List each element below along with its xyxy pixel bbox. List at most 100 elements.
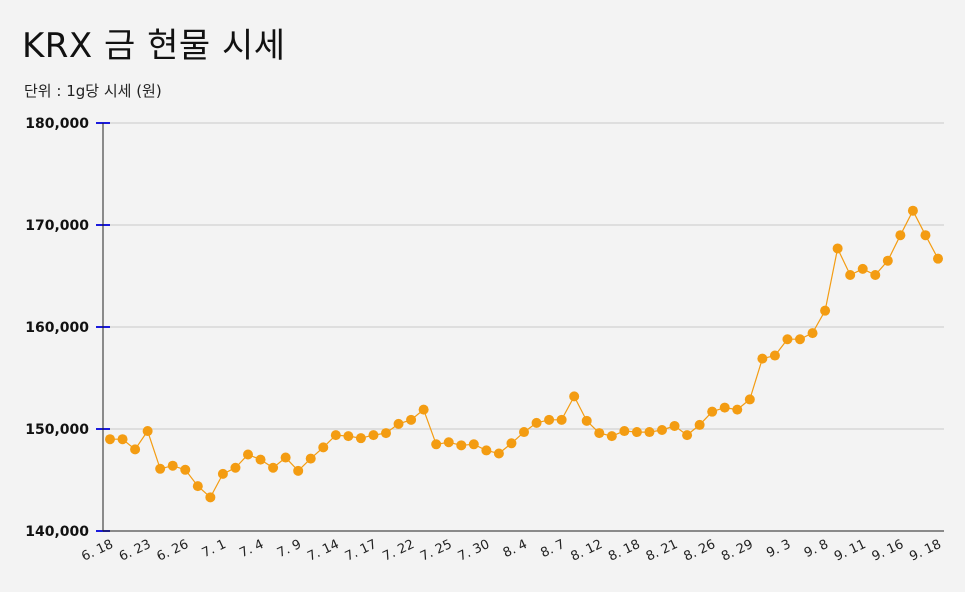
data-point <box>694 419 705 430</box>
data-point <box>682 430 693 441</box>
data-point <box>117 434 128 445</box>
data-point <box>832 243 843 254</box>
data-point <box>556 414 567 425</box>
data-point <box>807 328 818 339</box>
data-point <box>230 462 241 473</box>
y-tick-label: 160,000 <box>25 320 89 336</box>
data-point <box>105 434 115 445</box>
data-point <box>669 420 680 431</box>
data-point <box>619 426 630 437</box>
data-point <box>381 428 391 439</box>
data-point <box>920 230 931 241</box>
data-point <box>719 402 730 413</box>
data-point <box>631 427 642 438</box>
data-point <box>606 431 617 442</box>
data-point <box>243 449 253 460</box>
data-point <box>205 492 216 503</box>
data-point <box>657 425 667 436</box>
x-tick-label: 7. 9 <box>275 537 304 561</box>
data-point <box>933 253 943 264</box>
data-point <box>820 305 831 316</box>
data-point <box>443 437 454 448</box>
x-tick-label: 8. 18 <box>606 537 642 565</box>
x-tick-label: 8. 29 <box>719 537 755 565</box>
data-point <box>845 269 856 280</box>
x-tick-label: 7. 25 <box>418 537 454 565</box>
x-tick-label: 9. 3 <box>764 537 793 561</box>
data-point <box>895 230 906 241</box>
x-tick-label: 6. 18 <box>79 537 115 565</box>
data-point <box>406 414 417 425</box>
x-tick-label: 7. 22 <box>380 537 416 565</box>
data-point <box>355 433 366 444</box>
data-point <box>180 464 191 475</box>
grid-lines <box>103 122 944 430</box>
data-point <box>569 391 580 402</box>
data-point <box>142 426 153 437</box>
data-point <box>280 452 291 463</box>
data-point <box>293 465 304 476</box>
x-tick-label: 7. 30 <box>456 537 492 565</box>
data-point <box>305 453 316 464</box>
chart-title: KRX 금 현물 시세 <box>22 26 286 66</box>
data-point <box>481 445 492 456</box>
data-point <box>531 417 542 428</box>
data-point <box>707 406 718 417</box>
data-point <box>155 463 166 474</box>
x-tick-label: 7. 4 <box>237 537 266 561</box>
data-point <box>167 460 178 471</box>
x-tick-label: 8. 21 <box>644 537 680 565</box>
data-point <box>769 350 780 361</box>
data-point <box>393 418 404 429</box>
data-point <box>217 468 228 479</box>
y-axis: 140,000 150,000 160,000 170,000 180,000 <box>25 116 110 540</box>
data-point <box>431 439 442 450</box>
x-tick-label: 9. 18 <box>907 537 943 565</box>
data-point <box>330 430 341 441</box>
x-tick-label: 9. 8 <box>802 537 831 561</box>
data-point <box>544 414 555 425</box>
x-tick-label: 9. 11 <box>832 537 868 565</box>
data-point <box>493 448 504 459</box>
y-tick-label: 150,000 <box>25 422 89 438</box>
data-point <box>418 404 429 415</box>
x-tick-label: 8. 4 <box>501 537 530 561</box>
data-point <box>456 440 467 451</box>
data-point <box>318 442 329 453</box>
data-point <box>343 431 354 442</box>
data-point <box>782 334 793 345</box>
data-point <box>594 428 605 439</box>
data-point <box>519 427 529 438</box>
data-point <box>870 269 881 280</box>
series-gold-price <box>105 205 943 503</box>
data-point <box>506 438 517 449</box>
data-point <box>255 454 266 465</box>
data-point <box>130 444 141 455</box>
x-tick-label: 8. 7 <box>538 537 567 561</box>
data-point <box>882 255 893 266</box>
data-point <box>468 439 479 450</box>
x-tick-label: 7. 14 <box>305 537 341 565</box>
data-point <box>857 263 868 274</box>
x-tick-label: 6. 26 <box>155 537 191 565</box>
x-tick-label: 7. 1 <box>200 537 229 561</box>
data-point <box>581 415 592 426</box>
x-tick-label: 9. 16 <box>870 537 906 565</box>
x-axis: 6. 18 6. 23 6. 26 7. 1 7. 4 7. 9 7. 14 7. 17 7. … <box>79 530 944 565</box>
x-tick-label: 8. 26 <box>682 537 718 565</box>
y-tick-label: 140,000 <box>25 524 89 540</box>
data-point <box>192 481 203 492</box>
y-tick-label: 180,000 <box>25 116 89 132</box>
x-tick-label: 7. 17 <box>343 537 379 565</box>
data-point <box>644 427 655 438</box>
chart-subtitle: 단위 : 1g당 시세 (원) <box>24 82 162 100</box>
x-tick-label: 6. 23 <box>117 537 153 565</box>
x-tick-label: 8. 12 <box>569 537 605 565</box>
data-point <box>795 334 805 345</box>
data-point <box>268 462 279 473</box>
data-point <box>732 404 743 415</box>
y-tick-label: 170,000 <box>25 218 89 234</box>
data-point <box>368 430 379 441</box>
series-line <box>110 209 939 499</box>
